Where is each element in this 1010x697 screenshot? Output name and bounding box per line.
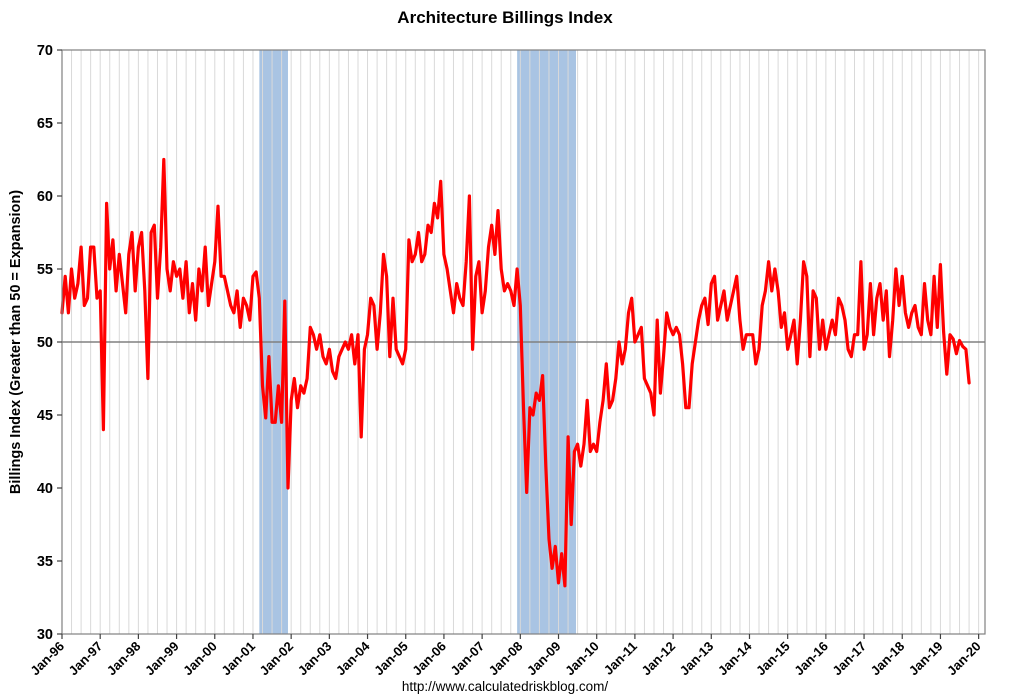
x-tick-label: Jan-07 [448, 639, 488, 679]
x-tick-label: Jan-11 [601, 639, 640, 678]
y-tick-label: 65 [37, 116, 53, 132]
x-tick-label: Jan-01 [218, 639, 258, 679]
y-tick-label: 60 [37, 189, 53, 205]
x-tick-label: Jan-06 [409, 639, 449, 679]
x-tick-label: Jan-00 [180, 639, 220, 679]
x-tick-label: Jan-15 [753, 639, 793, 679]
x-tick-label: Jan-99 [142, 639, 182, 679]
x-tick-label: Jan-98 [104, 639, 144, 679]
y-tick-label: 45 [37, 408, 53, 424]
x-tick-label: Jan-16 [791, 639, 831, 679]
x-tick-label: Jan-12 [638, 639, 678, 679]
chart-title: Architecture Billings Index [397, 8, 613, 27]
x-tick-label: Jan-17 [829, 639, 869, 679]
x-tick-label: Jan-96 [27, 639, 67, 679]
abi-series-line [60, 157, 971, 588]
x-tick-label: Jan-18 [868, 639, 908, 679]
x-tick-label: Jan-19 [906, 639, 946, 679]
y-tick-label: 50 [37, 335, 53, 351]
y-tick-label: 70 [37, 43, 53, 59]
x-tick-label: Jan-08 [486, 639, 526, 679]
y-tick-label: 55 [37, 262, 53, 278]
x-tick-label: Jan-03 [295, 639, 335, 679]
x-tick-label: Jan-14 [715, 638, 755, 678]
x-tick-label: Jan-20 [944, 639, 984, 679]
x-tick-label: Jan-04 [333, 638, 373, 678]
x-tick-label: Jan-13 [677, 639, 717, 679]
x-tick-label: Jan-05 [371, 639, 411, 679]
x-tick-label: Jan-09 [524, 639, 564, 679]
x-tick-label: Jan-02 [257, 639, 297, 679]
y-tick-label: 40 [37, 481, 53, 497]
source-url: http://www.calculatedriskblog.com/ [401, 679, 609, 694]
y-tick-label: 35 [37, 554, 53, 570]
y-tick-label: 30 [37, 627, 53, 643]
x-tick-label: Jan-10 [562, 639, 602, 679]
x-tick-label: Jan-97 [66, 639, 106, 679]
